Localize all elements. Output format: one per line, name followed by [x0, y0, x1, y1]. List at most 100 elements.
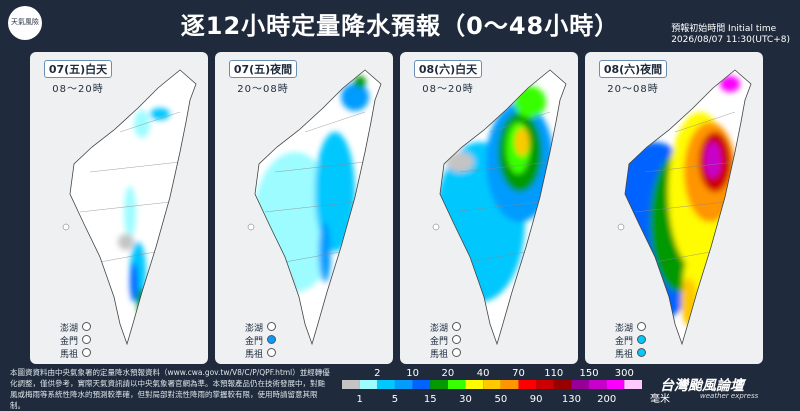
rain-area — [625, 76, 740, 326]
county-line — [459, 161, 551, 173]
county-line — [304, 111, 366, 133]
brand: 台灣颱風論壇 — [660, 378, 744, 394]
island-name: 澎湖 — [245, 324, 264, 334]
legend-swatch — [536, 380, 554, 389]
legend-lower-label: 200 — [597, 394, 616, 405]
county-line — [264, 201, 356, 213]
island-row: 澎湖 — [60, 322, 92, 335]
island-name: 馬祖 — [60, 350, 79, 360]
hours: 20～08時 — [607, 84, 659, 95]
island-dot — [267, 322, 277, 331]
legend-lower-label: 90 — [530, 394, 543, 405]
island-dot — [452, 348, 462, 357]
islands: 澎湖 金門 馬祖 — [615, 322, 647, 361]
legend-swatch — [377, 380, 395, 389]
legend-upper-label: 300 — [615, 368, 634, 379]
county-line — [99, 251, 156, 263]
county-line — [119, 111, 181, 133]
panel: 07(五)夜間 20～08時澎湖金門 馬祖 — [215, 52, 393, 364]
islands: 澎湖 金門 馬祖 — [245, 322, 277, 361]
panel: 07(五)白天 08～20時 澎湖金門馬祖 — [30, 52, 208, 364]
date-label: 07(五)夜間 20～08時 — [229, 60, 297, 95]
initial-time: 預報初始時間 Initial time 2026/08/07 11:30(UTC+… — [671, 24, 790, 46]
island-row: 澎湖 — [245, 322, 277, 335]
map — [617, 69, 752, 346]
title: 逐12小時定量降水預報（0～48小時） — [180, 12, 620, 40]
legend-lower-label: 5 — [392, 394, 398, 405]
panel: 08(六)夜間 20～08時澎湖 金門 馬祖 — [585, 52, 763, 364]
rain-cell — [354, 76, 366, 88]
legend-lower-label: 1 — [356, 394, 362, 405]
taiwan-outline — [439, 69, 567, 346]
county-line — [634, 201, 726, 213]
legend-swatch — [394, 380, 413, 389]
island-name: 馬祖 — [430, 350, 449, 360]
island-name: 馬祖 — [615, 350, 634, 360]
island-row: 馬祖 — [245, 348, 277, 361]
island-row: 澎湖 — [430, 322, 462, 335]
legend-swatch — [483, 380, 501, 389]
island-row: 澎湖 — [615, 322, 647, 335]
island-row: 金門 — [60, 335, 92, 348]
panel: 08(六)白天 08～20時 澎湖 金門 馬祖 — [400, 52, 578, 364]
county-line — [284, 251, 341, 263]
rain-cell — [130, 262, 138, 302]
rain-area — [79, 108, 181, 316]
legend-upper-label: 20 — [442, 368, 455, 379]
island-dot — [452, 335, 462, 344]
island-dot — [637, 335, 647, 344]
penghu — [247, 223, 255, 231]
taiwan-outline — [624, 69, 752, 346]
county-line — [489, 111, 551, 133]
legend-lower-label: 15 — [424, 394, 437, 405]
rain-cell — [720, 76, 740, 92]
legend-swatch — [342, 380, 360, 389]
island-dot — [637, 348, 647, 357]
county-line — [469, 251, 526, 263]
county-line — [674, 111, 736, 133]
county-line — [654, 251, 711, 263]
rain-cell — [134, 110, 150, 138]
rain-cell — [341, 83, 369, 111]
island-name: 金門 — [430, 337, 449, 347]
legend-swatch — [553, 380, 572, 389]
rain-cell — [515, 128, 529, 156]
hours: 08～20時 — [52, 84, 104, 95]
legend-swatch — [447, 380, 466, 389]
date-label: 08(六)夜間 20～08時 — [599, 60, 667, 95]
date: 07(五)白天 — [44, 60, 112, 78]
taiwan-outline — [254, 69, 382, 346]
island-name: 金門 — [245, 337, 264, 347]
island-dot — [267, 335, 277, 344]
map — [62, 69, 197, 346]
legend-lower-label: 50 — [494, 394, 507, 405]
legend-unit: 毫米 — [650, 394, 670, 405]
legend-upper-label: 150 — [580, 368, 599, 379]
legend-lower-label: 30 — [459, 394, 472, 405]
island-dot — [82, 335, 92, 344]
penghu — [62, 223, 70, 231]
island-dot — [82, 322, 92, 331]
island-name: 澎湖 — [430, 324, 449, 334]
legend-swatch — [518, 380, 537, 389]
county-line — [449, 201, 541, 213]
county-line — [644, 161, 736, 173]
islands: 澎湖 金門 馬祖 — [60, 322, 92, 361]
legend-swatch — [500, 380, 519, 389]
island-row: 馬祖 — [60, 348, 92, 361]
date-label: 07(五)白天 08～20時 — [44, 60, 112, 95]
legend-swatch — [571, 380, 590, 389]
island-name: 金門 — [60, 337, 79, 347]
initial-time-label: 預報初始時間 Initial time — [671, 24, 777, 34]
legend-swatch — [589, 380, 607, 389]
initial-time-value: 2026/08/07 11:30(UTC+8) — [671, 35, 790, 45]
island-row: 馬祖 — [615, 348, 647, 361]
date: 08(六)白天 — [414, 60, 482, 78]
island-name: 澎湖 — [615, 324, 634, 334]
date: 08(六)夜間 — [599, 60, 667, 78]
island-dot — [267, 348, 277, 357]
logo-text: 天氣風險 — [11, 18, 39, 26]
county-line — [89, 161, 181, 173]
